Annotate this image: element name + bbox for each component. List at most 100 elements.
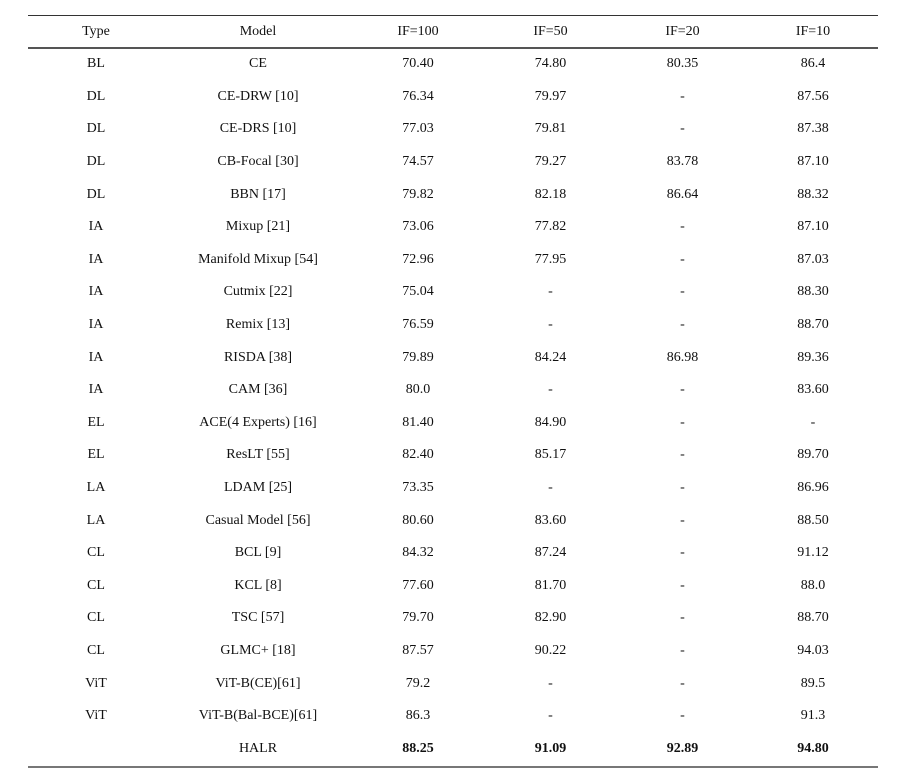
header-rule	[28, 47, 878, 49]
cell-type: IA	[88, 284, 104, 300]
cell-if10: 88.0	[800, 577, 826, 593]
cell-type: IA	[88, 349, 104, 365]
cell-if100: 77.60	[402, 577, 434, 593]
cell-if10: 94.80	[797, 740, 829, 756]
cell-if100: 80.0	[405, 382, 431, 398]
cell-if100: 87.57	[402, 642, 434, 658]
cell-if20: -	[680, 88, 685, 104]
cell-if100: 80.60	[402, 512, 434, 528]
cell-if10: 83.60	[797, 382, 829, 398]
cell-type: BL	[87, 56, 105, 72]
cell-model: ACE(4 Experts) [16]	[199, 414, 317, 430]
header-if100: IF=100	[397, 23, 439, 39]
cell-if10: 89.70	[797, 447, 829, 463]
cell-if100: 79.2	[405, 675, 431, 691]
cell-if50: 83.60	[534, 512, 567, 528]
cell-if10: 88.50	[797, 512, 829, 528]
cell-type: DL	[86, 154, 106, 170]
table-row: IA CAM [36] 80.0 - - 83.60	[28, 374, 878, 407]
cell-if50: 79.97	[534, 88, 567, 104]
cell-if100: 72.96	[402, 251, 434, 267]
cell-if10: 87.10	[797, 154, 829, 170]
cell-if10: 87.10	[797, 219, 829, 235]
cell-if100: 88.25	[402, 740, 434, 756]
cell-if10: 87.38	[797, 121, 829, 137]
cell-model: BBN [17]	[230, 186, 286, 202]
table-row: LA LDAM [25] 73.35 - - 86.96	[28, 472, 878, 505]
cell-if20: -	[680, 317, 685, 333]
cell-type: CL	[87, 642, 105, 658]
table-row: DL BBN [17] 79.82 82.18 86.64 88.32	[28, 178, 878, 211]
cell-if100: 70.40	[402, 56, 434, 72]
table-row: IA RISDA [38] 79.89 84.24 86.98 89.36	[28, 341, 878, 374]
cell-if20: -	[680, 480, 685, 496]
cell-type	[28, 732, 164, 765]
cell-if20: 92.89	[666, 740, 699, 756]
cell-if20: -	[680, 447, 685, 463]
cell-model: Cutmix [22]	[223, 284, 293, 300]
cell-type: LA	[86, 512, 106, 528]
cell-type: CL	[87, 577, 105, 593]
cell-if10: 88.32	[797, 186, 829, 202]
cell-if100: 76.59	[402, 317, 434, 333]
table-row: IA Manifold Mixup [54] 72.96 77.95 - 87.03	[28, 244, 878, 277]
cell-if50: 84.24	[534, 349, 567, 365]
cell-if20: -	[680, 251, 685, 267]
cell-if50: 81.70	[534, 577, 567, 593]
table-row-proposed: HALR 88.25 91.09 92.89 94.80	[28, 732, 878, 765]
cell-if20: -	[680, 642, 685, 658]
header-if20: IF=20	[665, 23, 700, 39]
cell-if50: -	[548, 708, 553, 724]
cell-model: Casual Model [56]	[205, 512, 311, 528]
cell-model: TSC [57]	[231, 610, 285, 626]
cell-model: CE-DRW [10]	[217, 88, 299, 104]
cell-type: IA	[88, 251, 104, 267]
cell-model: Manifold Mixup [54]	[198, 251, 318, 267]
cell-model: KCL [8]	[234, 577, 282, 593]
table-row: BL CE 70.40 74.80 80.35 86.4	[28, 48, 878, 81]
table-row: ViT ViT-B(CE)[61] 79.2 - - 89.5	[28, 667, 878, 700]
cell-model: HALR	[238, 740, 278, 756]
table-row: EL ResLT [55] 82.40 85.17 - 89.70	[28, 439, 878, 472]
cell-if10: 87.56	[797, 88, 829, 104]
cell-if10: 86.4	[800, 56, 826, 72]
cell-type: IA	[88, 219, 104, 235]
cell-if20: 86.64	[666, 186, 699, 202]
cell-model: CAM [36]	[228, 382, 288, 398]
cell-model: CE-DRS [10]	[219, 121, 297, 137]
cell-model: ViT-B(CE)[61]	[215, 675, 301, 691]
cell-if20: 83.78	[666, 154, 699, 170]
table-row: DL CB-Focal [30] 74.57 79.27 83.78 87.10	[28, 146, 878, 179]
cell-model: BCL [9]	[234, 545, 282, 561]
table-row: CL KCL [8] 77.60 81.70 - 88.0	[28, 570, 878, 603]
header-type: Type	[82, 23, 110, 39]
cell-model: LDAM [25]	[223, 480, 293, 496]
cell-type: CL	[87, 610, 105, 626]
table-row: IA Mixup [21] 73.06 77.82 - 87.10	[28, 211, 878, 244]
cell-if10: 89.36	[797, 349, 829, 365]
cell-if20: -	[680, 610, 685, 626]
cell-if100: 86.3	[405, 708, 431, 724]
header-model: Model	[239, 23, 277, 39]
cell-model: Mixup [21]	[225, 219, 291, 235]
cell-type: IA	[88, 317, 104, 333]
cell-if100: 79.89	[402, 349, 434, 365]
cell-type: LA	[86, 480, 106, 496]
cell-if100: 73.35	[402, 480, 434, 496]
cell-if50: 87.24	[534, 545, 567, 561]
cell-type: IA	[88, 382, 104, 398]
cell-if20: 80.35	[666, 56, 699, 72]
cell-if10: 88.70	[797, 317, 829, 333]
cell-if100: 73.06	[402, 219, 434, 235]
cell-type: EL	[87, 447, 105, 463]
table-row: LA Casual Model [56] 80.60 83.60 - 88.50	[28, 504, 878, 537]
cell-if100: 84.32	[402, 545, 434, 561]
cell-type: DL	[86, 121, 106, 137]
table-row: ViT ViT-B(Bal-BCE)[61] 86.3 - - 91.3	[28, 700, 878, 733]
cell-if50: 82.18	[534, 186, 567, 202]
cell-model: CE	[249, 56, 267, 72]
cell-if100: 75.04	[402, 284, 434, 300]
cell-if10: 88.30	[797, 284, 829, 300]
cell-if50: 90.22	[534, 642, 567, 658]
cell-if50: 79.27	[534, 154, 567, 170]
